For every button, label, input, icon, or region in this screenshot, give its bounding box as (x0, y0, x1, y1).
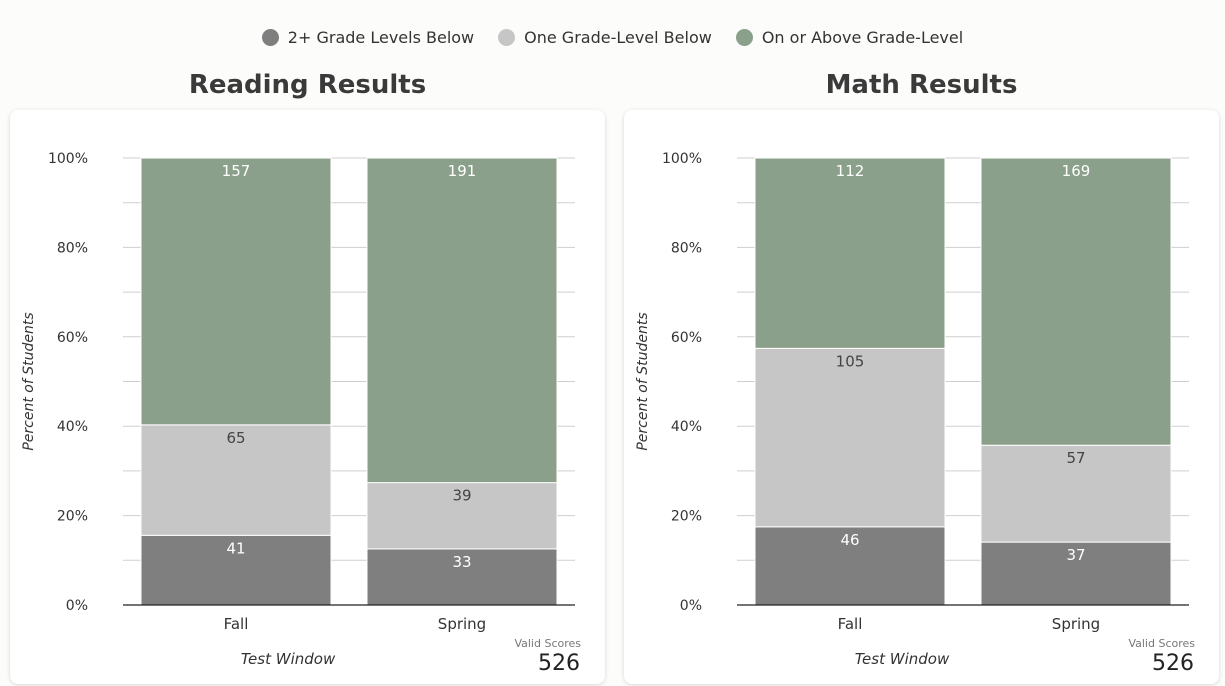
y-tick-label: 40% (57, 419, 88, 435)
data-label: 33 (452, 553, 471, 571)
reading-chart-card: 0% 20% 40% 60% 80% 100% Percent of Students 41 6… (10, 110, 605, 684)
legend-item-2plus-below[interactable]: 2+ Grade Levels Below (261, 28, 475, 47)
data-label: 65 (226, 429, 245, 447)
valid-scores-value: 526 (1152, 651, 1194, 676)
y-axis-label: Percent of Students (635, 312, 651, 450)
x-tick-label: Fall (224, 615, 249, 633)
data-label: 191 (448, 162, 477, 180)
x-tick-label: Fall (838, 615, 863, 633)
y-tick-label: 60% (57, 330, 88, 346)
bar-segment-one-below (754, 347, 946, 528)
y-tick-label: 80% (671, 240, 702, 256)
legend-label: One Grade-Level Below (524, 28, 712, 47)
y-tick-label: 0% (680, 598, 702, 614)
x-tick-label: Spring (1052, 615, 1100, 633)
legend-label: On or Above Grade-Level (761, 28, 964, 47)
y-tick-label: 100% (662, 151, 702, 167)
y-tick-label: 80% (57, 240, 88, 256)
legend-item-one-below[interactable]: One Grade-Level Below (498, 28, 712, 47)
y-tick-label: 100% (48, 151, 88, 167)
math-chart-card: 0% 20% 40% 60% 80% 100% Percent of Students 46 1… (624, 110, 1219, 684)
legend-swatch-2plus-below (261, 29, 279, 46)
valid-scores-label: Valid Scores (1128, 637, 1195, 650)
x-axis-label: Test Window (241, 650, 336, 668)
y-tick-label: 40% (671, 419, 702, 435)
data-label: 169 (1062, 162, 1091, 180)
bar-segment-on-above (980, 157, 1172, 446)
y-tick-label: 20% (671, 509, 702, 525)
y-tick-label: 60% (671, 330, 702, 346)
legend-swatch-on-above (735, 29, 753, 46)
bar-segment-on-above (754, 157, 946, 349)
y-tick-label: 0% (66, 598, 88, 614)
x-axis-label: Test Window (855, 650, 950, 668)
bar-segment-one-below (366, 482, 558, 550)
legend-swatch-one-below (498, 29, 516, 46)
bar-segment-2plus-below (754, 526, 946, 606)
chart-legend: 2+ Grade Levels Below One Grade-Level Be… (0, 28, 1225, 47)
data-label: 112 (836, 162, 865, 180)
legend-item-on-above[interactable]: On or Above Grade-Level (735, 28, 964, 47)
valid-scores-label: Valid Scores (514, 637, 581, 650)
data-label: 46 (840, 531, 859, 549)
data-label: 57 (1066, 449, 1085, 467)
bar-segment-on-above (366, 157, 558, 484)
x-tick-label: Spring (438, 615, 486, 633)
bar-segment-one-below (140, 424, 332, 536)
y-axis-label: Percent of Students (21, 312, 37, 450)
math-chart-svg: 0% 20% 40% 60% 80% 100% Percent of Students 46 1… (635, 151, 1189, 668)
reading-chart-title: Reading Results (188, 70, 427, 100)
y-tick-label: 20% (57, 509, 88, 525)
legend-label: 2+ Grade Levels Below (287, 28, 475, 47)
bar-segment-one-below (980, 444, 1172, 543)
valid-scores-value: 526 (538, 651, 580, 676)
data-label: 37 (1066, 546, 1085, 564)
math-chart-title: Math Results (825, 70, 1018, 100)
bar-segment-on-above (140, 157, 332, 426)
reading-chart-svg: 0% 20% 40% 60% 80% 100% Percent of Students 41 6… (21, 151, 575, 668)
data-label: 105 (836, 352, 865, 370)
data-label: 41 (226, 539, 245, 557)
data-label: 39 (452, 487, 471, 505)
data-label: 157 (222, 162, 251, 180)
